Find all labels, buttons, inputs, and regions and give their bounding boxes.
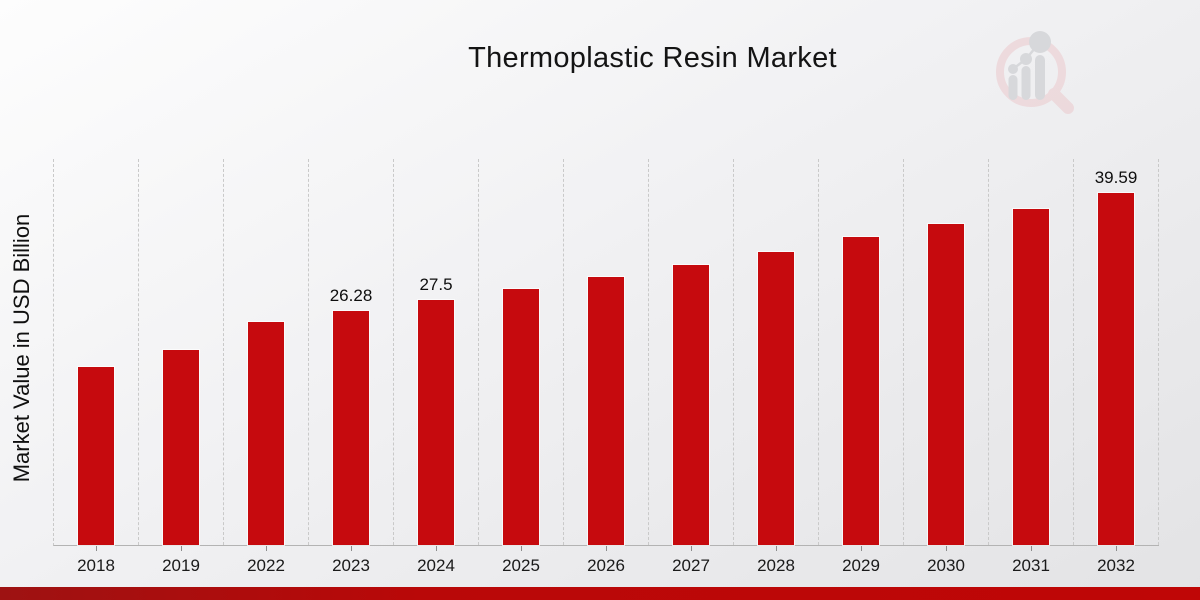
- x-tick-label-2018: 2018: [77, 556, 115, 575]
- bar-value-label-2024: 27.5: [419, 275, 453, 295]
- x-tick-label-2031: 2031: [1012, 556, 1050, 575]
- x-tick-label-2028: 2028: [757, 556, 795, 575]
- x-axis-tick: [861, 546, 862, 551]
- bar-column: 2018: [54, 159, 139, 575]
- bar-column: 2030: [904, 159, 989, 575]
- bar-column: 2022: [224, 159, 309, 575]
- bar-2025: [503, 288, 539, 545]
- bar-2022: [248, 321, 284, 545]
- bar-column: 2031: [989, 159, 1074, 575]
- bar-column: 27.5 2024: [394, 159, 479, 575]
- x-axis-tick: [266, 546, 267, 551]
- x-axis-tick: [436, 546, 437, 551]
- x-axis-tick: [606, 546, 607, 551]
- x-tick-label-2024: 2024: [417, 556, 455, 575]
- bar-value-label-2023: 26.28: [329, 286, 373, 306]
- x-axis-tick: [96, 546, 97, 551]
- x-axis-tick: [1031, 546, 1032, 551]
- x-tick-label-2025: 2025: [502, 556, 540, 575]
- bar-2029: [843, 237, 879, 545]
- x-axis-tick: [181, 546, 182, 551]
- x-tick-label-2030: 2030: [927, 556, 965, 575]
- bottom-red-banner: [0, 587, 1200, 600]
- bar-2019: [163, 350, 199, 545]
- x-tick-label-2019: 2019: [162, 556, 200, 575]
- x-tick-label-2022: 2022: [247, 556, 285, 575]
- x-tick-label-2032: 2032: [1097, 556, 1135, 575]
- x-axis-tick: [351, 546, 352, 551]
- magnifier-handle: [1048, 88, 1074, 114]
- x-axis-tick: [691, 546, 692, 551]
- bar-2018: [78, 367, 114, 545]
- bar-column: 2028: [734, 159, 819, 575]
- x-tick-label-2026: 2026: [587, 556, 625, 575]
- bar-column: 2027: [649, 159, 734, 575]
- bar-column: 2019: [139, 159, 224, 575]
- bar-value-label-2032: 39.59: [1094, 167, 1138, 187]
- bar-2027: [673, 264, 709, 545]
- x-axis-tick: [1116, 546, 1117, 551]
- magnifier-bar-chart-icon: [996, 31, 1074, 114]
- bar-2024: [418, 300, 454, 545]
- bar-column: 2026: [564, 159, 649, 575]
- bar-2026: [588, 277, 624, 545]
- bar-column: 26.28 2023: [309, 159, 394, 575]
- bar-2031: [1013, 208, 1049, 545]
- bar-2032: [1098, 192, 1134, 545]
- bar-column: 2025: [479, 159, 564, 575]
- bar-column: 2029: [819, 159, 904, 575]
- market-research-magnifier-logo: [993, 28, 1085, 116]
- x-axis-tick: [946, 546, 947, 551]
- x-axis-tick: [521, 546, 522, 551]
- y-axis-label: Market Value in USD Billion: [9, 213, 34, 483]
- bar-2030: [928, 223, 964, 545]
- x-tick-label-2029: 2029: [842, 556, 880, 575]
- x-tick-label-2023: 2023: [332, 556, 370, 575]
- bar-2028: [758, 251, 794, 545]
- bar-column: 39.59 2032: [1074, 159, 1159, 575]
- bar-2023: [333, 311, 369, 545]
- x-axis-tick: [776, 546, 777, 551]
- plot-area: 2018 2019 2022 26.28 2023 27.5 2024 2025 2026 202…: [53, 159, 1159, 575]
- bar-chart-glyph: [1008, 31, 1051, 100]
- x-tick-label-2027: 2027: [672, 556, 710, 575]
- chart-title: Thermoplastic Resin Market: [468, 42, 837, 74]
